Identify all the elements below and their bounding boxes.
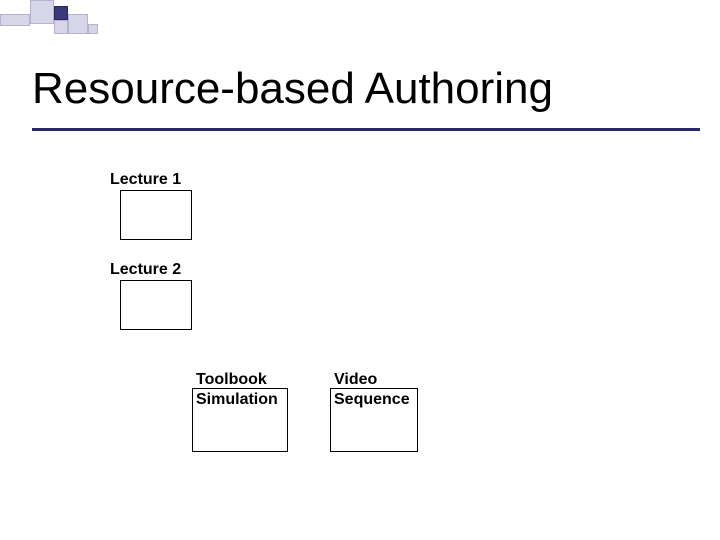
lecture-1-label: Lecture 1 <box>110 170 181 190</box>
lecture-2-label: Lecture 2 <box>110 260 181 280</box>
deco-square <box>54 6 68 20</box>
deco-square <box>54 20 68 34</box>
slide-title: Resource-based Authoring <box>32 64 553 114</box>
lecture-2-box <box>120 280 192 330</box>
deco-square <box>0 14 30 26</box>
deco-square <box>30 0 54 24</box>
corner-decoration <box>0 0 200 50</box>
toolbook-simulation-box <box>192 388 288 452</box>
deco-square <box>88 24 98 34</box>
lecture-1-box <box>120 190 192 240</box>
title-underline <box>32 128 700 131</box>
deco-square <box>68 14 88 34</box>
video-sequence-box <box>330 388 418 452</box>
